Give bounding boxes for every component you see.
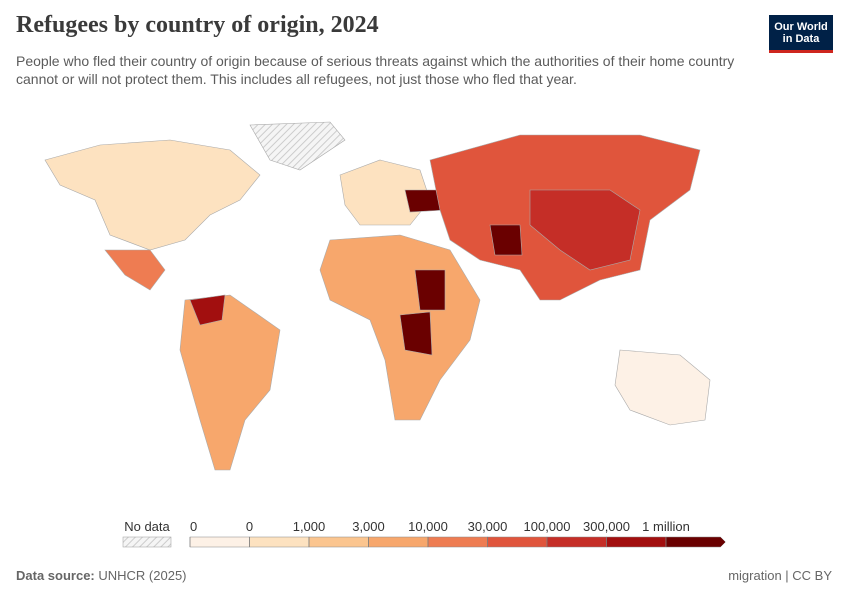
africa [319,234,481,421]
greenland [249,121,346,171]
china [529,189,641,271]
legend-tick-label: 0 [190,519,197,534]
legend-tick-label: 1 million [642,519,690,534]
legend-swatch [487,536,548,548]
logo[interactable]: Our World in Data [769,15,833,53]
subtitle: People who fled their country of origin … [16,53,735,87]
drc [399,311,433,356]
legend-no-data-label: No data [124,519,170,534]
legend-swatch [546,536,607,548]
legend-swatch [665,536,726,548]
legend-tick-label: 0 [246,519,253,534]
legend-swatch [308,536,369,548]
mexico [104,249,166,291]
legend-tick-label: 100,000 [524,519,571,534]
legend-tick-label: 3,000 [352,519,385,534]
footer-right[interactable]: migration | CC BY [728,568,832,583]
legend-swatch [249,536,310,548]
australia [614,349,711,426]
source-label: Data source: [16,568,95,583]
land [44,121,711,471]
source: Data source: UNHCR (2025) [16,568,187,583]
south-america [179,294,281,471]
legend-tick-label: 1,000 [293,519,326,534]
legend-swatch [189,536,250,548]
north-america [44,139,261,251]
legend-tick-label: 300,000 [583,519,630,534]
map: No data 0 0 1,000 3,000 10,000 30,000 100,000 30… [44,121,726,548]
venezuela [189,294,226,326]
legend-swatch [427,536,488,548]
legend-tick-label: 30,000 [468,519,508,534]
europe [339,159,431,226]
afghanistan [489,224,523,256]
title: Refugees by country of origin, 2024 [16,12,379,38]
source-text[interactable]: UNHCR (2025) [98,568,187,583]
legend-swatch [606,536,667,548]
logo-text: Our World [774,21,828,33]
legend-no-data-swatch [122,536,172,548]
sudan [414,269,446,311]
logo-text: in Data [782,33,820,45]
legend-tick-label: 10,000 [408,519,448,534]
legend-swatch [368,536,429,548]
